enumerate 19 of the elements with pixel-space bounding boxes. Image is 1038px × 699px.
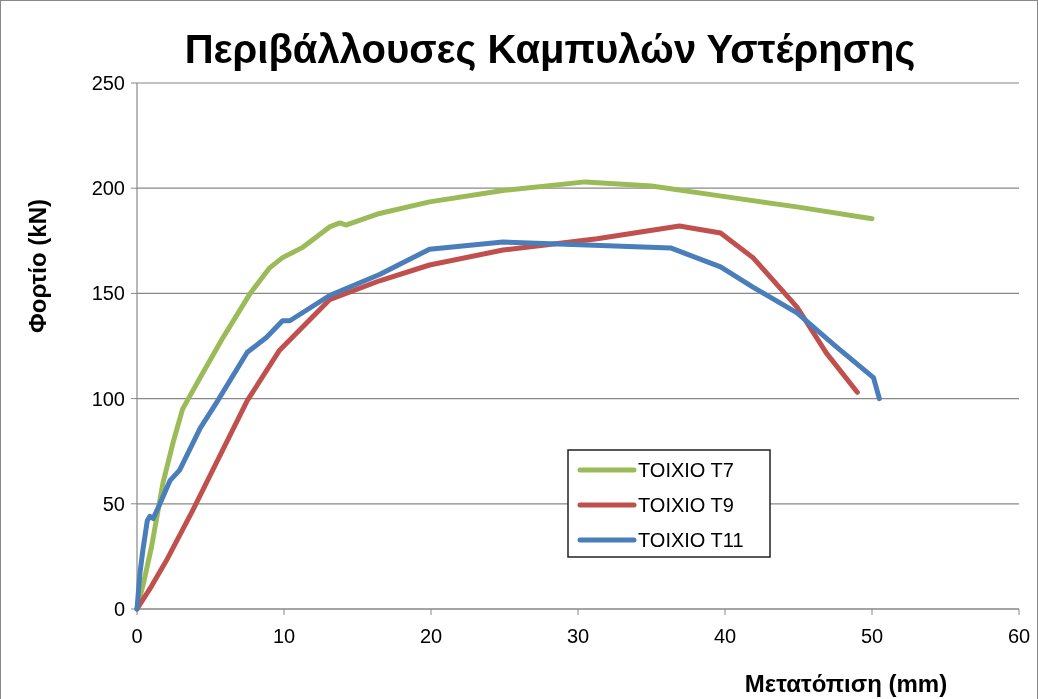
y-tick-label: 0 [113,598,125,620]
x-tick-label: 50 [860,625,884,647]
x-axis-title: Μετατόπιση (mm) [744,670,948,697]
y-tick-label: 100 [91,387,125,410]
x-tick-label: 10 [272,625,296,647]
y-tick-label: 50 [102,492,125,515]
legend-label: ΤΟΙΧΙΟ Τ11 [638,529,744,551]
legend-label: ΤΟΙΧΙΟ Τ7 [638,459,734,481]
x-tick-label: 20 [419,625,443,647]
chart-title: Περιβάλλουσες Καμπυλών Υστέρησης [184,27,916,72]
x-tick-label: 30 [566,625,590,647]
x-tick-label: 60 [1007,625,1031,647]
y-tick-label: 200 [91,177,125,200]
y-tick-label: 250 [91,72,125,94]
x-tick-label: 0 [131,625,143,647]
x-tick-label: 40 [713,625,737,647]
y-tick-label: 150 [91,282,125,305]
legend-label: ΤΟΙΧΙΟ Τ9 [638,494,734,516]
y-axis-title: Φορτίο (kN) [24,199,51,333]
